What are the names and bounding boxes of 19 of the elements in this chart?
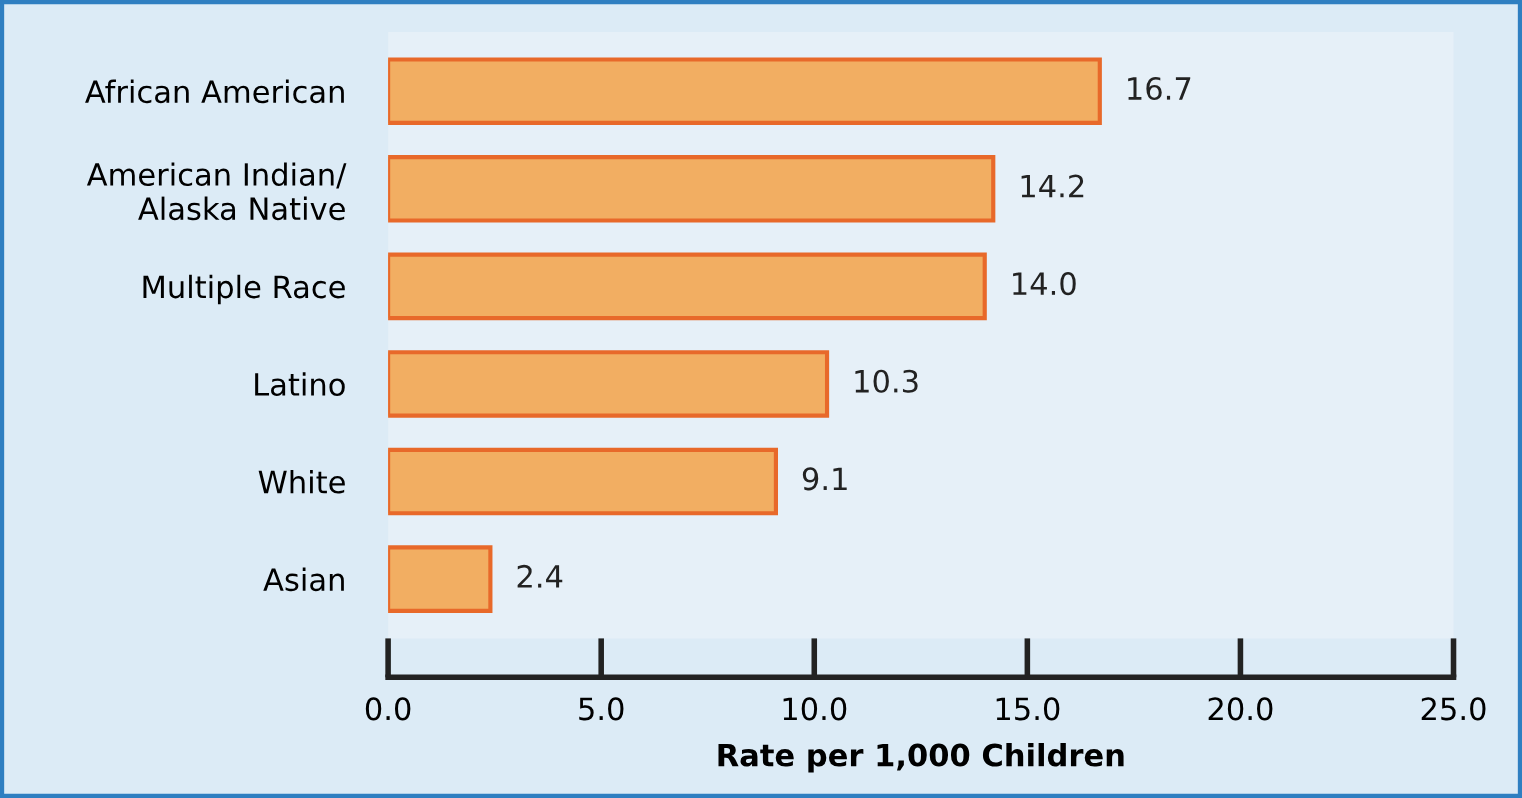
x-axis-title: Rate per 1,000 Children	[718, 742, 1124, 773]
data-label: 16.7	[1128, 76, 1191, 101]
x-tick-label: 25.0	[1421, 697, 1486, 721]
x-tick-label: 20.0	[1208, 697, 1273, 721]
x-tick-label: 5.0	[579, 697, 624, 721]
x-tick-label: 0.0	[365, 697, 411, 721]
data-label: 14.2	[1021, 174, 1084, 198]
y-tick-label: Latino	[255, 372, 345, 396]
data-label: 14.0	[1013, 272, 1076, 296]
x-tick-label: 10.0	[783, 697, 847, 721]
x-tick-label: 15.0	[996, 697, 1060, 721]
data-label: 2.4	[517, 564, 563, 588]
y-tick-label: Multiple Race	[143, 274, 345, 305]
data-label: 10.3	[855, 369, 918, 393]
y-tick-label: American Indian/ Alaska Native	[86, 162, 347, 221]
data-label: 9.1	[802, 467, 847, 491]
y-tick-label: White	[258, 469, 345, 494]
y-tick-label: African American	[85, 79, 344, 104]
y-tick-label: Asian	[263, 567, 344, 592]
